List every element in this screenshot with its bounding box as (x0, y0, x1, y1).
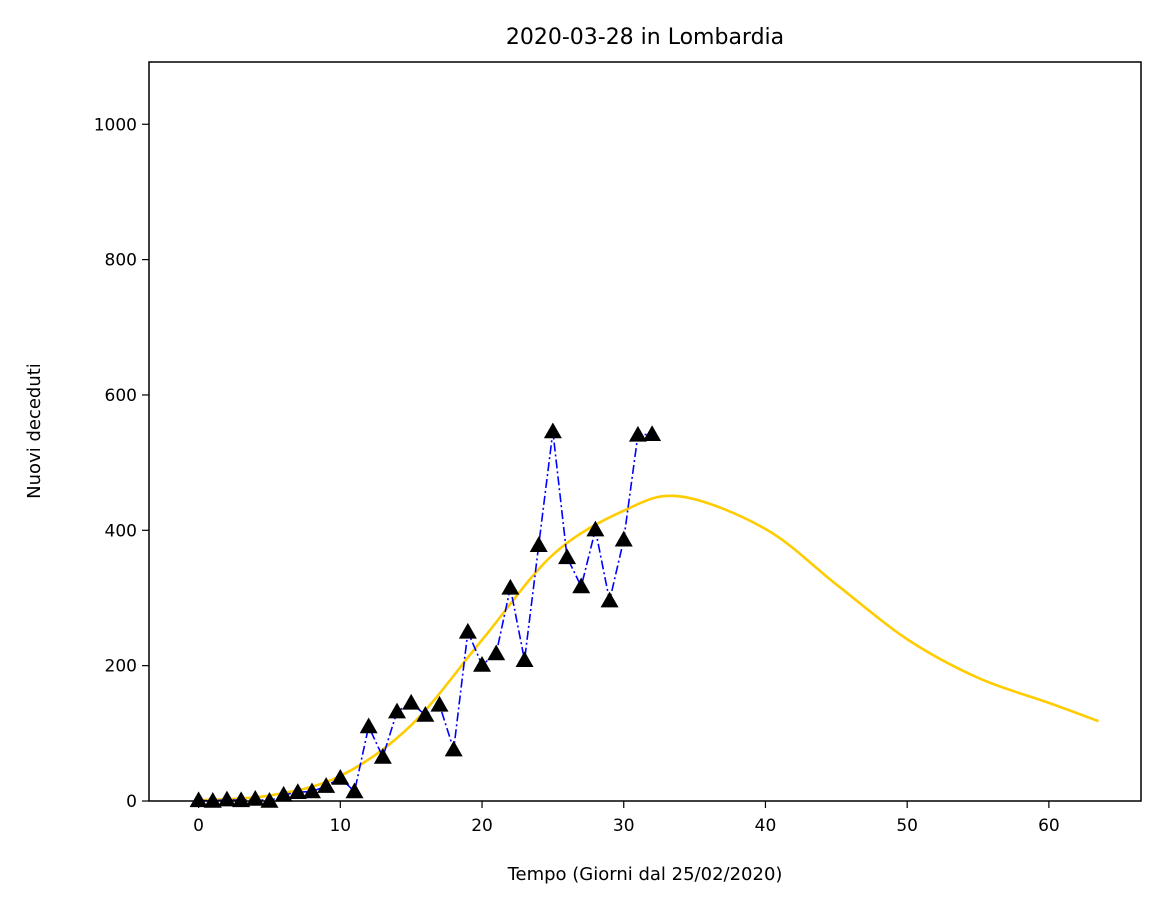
data-point-marker (473, 655, 492, 672)
data-point-marker (189, 791, 208, 808)
x-tick-label: 50 (896, 816, 918, 836)
data-point-marker (288, 783, 307, 799)
plot-area (189, 422, 1099, 808)
data-point-marker (388, 702, 406, 719)
y-tick-label: 800 (105, 251, 137, 271)
data-point-marker (529, 536, 548, 552)
x-tick-label: 30 (613, 816, 635, 836)
x-tick-label: 60 (1038, 816, 1060, 836)
y-axis-label: Nuovi deceduti (24, 363, 45, 499)
data-point-marker (614, 530, 633, 547)
data-point-marker (458, 622, 477, 639)
x-tick-label: 20 (471, 816, 493, 836)
data-point-marker (586, 520, 605, 537)
data-point-marker (317, 777, 336, 793)
y-tick-label: 600 (105, 386, 137, 406)
data-point-marker (430, 695, 449, 712)
x-tick-label: 40 (755, 816, 777, 836)
data-point-marker (628, 425, 647, 442)
series-line-fit (198, 494, 1099, 802)
data-point-marker (558, 548, 577, 565)
data-point-marker (302, 782, 321, 799)
data-point-marker (572, 577, 591, 594)
data-point-marker (260, 792, 279, 808)
x-axis: 0 10 20 30 40 50 60 (193, 801, 1060, 836)
data-point-marker (543, 422, 562, 439)
plot-frame (148, 61, 1142, 802)
data-point-marker (345, 782, 364, 799)
x-tick-label: 10 (329, 816, 351, 836)
data-point-marker (487, 644, 506, 661)
data-point-marker (643, 425, 662, 441)
data-point-marker (600, 591, 619, 608)
data-point-marker (444, 740, 463, 757)
data-point-marker (515, 651, 534, 667)
chart-title: 2020-03-28 in Lombardia (506, 25, 784, 50)
data-point-marker (246, 789, 265, 806)
data-point-marker (217, 790, 236, 807)
y-axis: 0 200 400 600 800 1000 (94, 115, 149, 812)
data-point-marker (501, 578, 520, 595)
data-point-marker (274, 785, 293, 802)
data-point-marker (373, 748, 392, 764)
y-tick-label: 200 (105, 657, 137, 677)
y-tick-label: 400 (105, 521, 137, 541)
x-tick-label: 0 (193, 816, 204, 836)
data-point-marker (359, 717, 378, 734)
y-tick-label: 0 (126, 792, 137, 812)
x-axis-label: Tempo (Giorni dal 25/02/2020) (507, 864, 783, 885)
data-point-marker (203, 792, 222, 808)
data-point-marker (331, 768, 350, 785)
y-tick-label: 1000 (94, 115, 137, 135)
data-point-marker (232, 791, 251, 808)
data-point-marker (402, 693, 421, 710)
data-point-marker (416, 706, 435, 722)
series-line-observed (198, 431, 653, 802)
